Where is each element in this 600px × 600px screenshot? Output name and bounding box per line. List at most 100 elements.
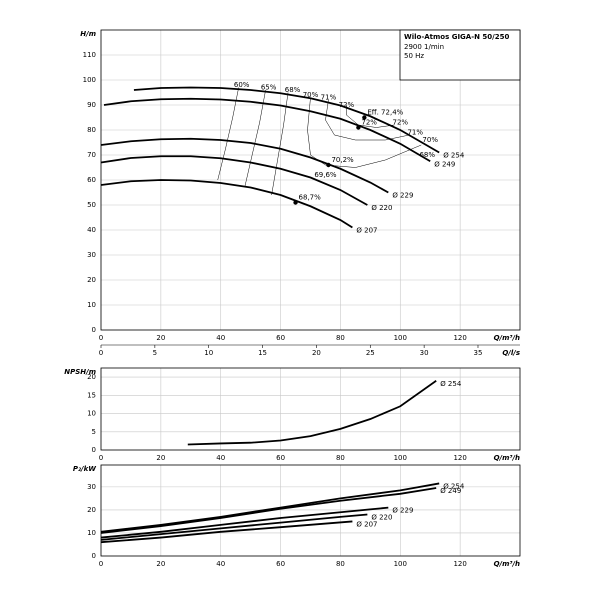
x-tick-label: 40 [216, 334, 225, 342]
efficiency-label: 70% [422, 136, 438, 144]
point-label: Eff. 72,4% [367, 109, 403, 117]
x-tick-label: 80 [336, 560, 345, 568]
y-tick-label: 100 [83, 76, 96, 84]
efficiency-line [244, 89, 266, 188]
efficiency-line [217, 87, 239, 181]
efficiency-label: 60% [234, 81, 250, 89]
curve [100, 506, 389, 539]
x-tick-label: 0 [99, 334, 103, 342]
x-tick-label: 20 [156, 560, 165, 568]
efficiency-label: 71% [407, 129, 423, 137]
y-tick-label: 60 [87, 176, 96, 184]
y-axis-title: P₂/kW [73, 465, 96, 473]
x-tick-label: 60 [276, 454, 285, 462]
operating-point [362, 115, 367, 120]
x-tick-label: 40 [216, 560, 225, 568]
x2-tick-label: 5 [153, 349, 157, 357]
curve-label: Ø 220 [371, 204, 392, 212]
curve-label: Ø 249 [440, 487, 461, 495]
curve [133, 86, 440, 154]
x2-tick-label: 35 [474, 349, 483, 357]
plot-frame [100, 29, 521, 331]
x2-tick-label: 15 [258, 349, 267, 357]
y-tick-label: 20 [87, 373, 96, 381]
curve-label: Ø 207 [356, 227, 377, 235]
y-tick-label: 10 [87, 301, 96, 309]
x-tick-label: 60 [276, 334, 285, 342]
efficiency-label: 68% [285, 86, 301, 94]
x-tick-label: 0 [99, 454, 103, 462]
curve-label: Ø 229 [392, 192, 413, 200]
curve-label: Ø 254 [440, 380, 462, 388]
y-tick-label: 30 [87, 483, 96, 491]
x-tick-label: 0 [99, 560, 103, 568]
y-tick-label: 15 [87, 391, 96, 399]
info-note: 50 Hz [404, 52, 424, 60]
x2-tick-label: 20 [312, 349, 321, 357]
curve-label: Ø 220 [371, 514, 392, 522]
operating-point [293, 200, 298, 205]
y-tick-label: 30 [87, 251, 96, 259]
efficiency-label: 72% [393, 119, 409, 127]
curve [100, 520, 353, 544]
y-tick-label: 80 [87, 126, 96, 134]
y-axis-title: NPSH/m [64, 368, 96, 376]
y-tick-label: 10 [87, 529, 96, 537]
curve-label: Ø 207 [356, 520, 377, 528]
x2-tick-label: 10 [204, 349, 213, 357]
efficiency-label: 72% [339, 101, 355, 109]
curve [100, 155, 368, 206]
x-tick-label: 80 [336, 454, 345, 462]
info-title: Wilo-Atmos GIGA-N 50/250 [404, 33, 509, 41]
curve [187, 380, 437, 446]
x-axis-title: Q/m³/h [494, 560, 520, 568]
y-tick-label: 0 [92, 326, 96, 334]
point-label: 72% [361, 119, 377, 127]
x-tick-label: 120 [453, 334, 466, 342]
x-tick-label: 20 [156, 334, 165, 342]
point-label: 68,7% [299, 194, 322, 202]
x-axis-title: Q/m³/h [494, 454, 520, 462]
y-tick-label: 50 [87, 201, 96, 209]
plot-frame [100, 367, 521, 451]
x-tick-label: 120 [453, 560, 466, 568]
curve-label: Ø 249 [434, 160, 455, 168]
y-axis-title: H/m [80, 30, 96, 38]
y-tick-label: 40 [87, 226, 96, 234]
y-tick-label: 70 [87, 151, 96, 159]
y-tick-label: 0 [92, 446, 96, 454]
y-tick-label: 110 [83, 51, 96, 59]
x2-tick-label: 0 [99, 349, 103, 357]
x-tick-label: 100 [394, 454, 407, 462]
point-label: 70,2% [331, 156, 354, 164]
efficiency-label: 68% [419, 151, 435, 159]
efficiency-label: 71% [321, 94, 337, 102]
curve-label: Ø 229 [392, 507, 413, 515]
x2-tick-label: 25 [366, 349, 375, 357]
y-tick-label: 20 [87, 276, 96, 284]
operating-point [326, 162, 331, 168]
y-tick-label: 5 [92, 428, 96, 436]
curve [100, 482, 440, 533]
curve-label: Ø 254 [443, 152, 465, 160]
plot-frame [100, 464, 521, 557]
x-tick-label: 60 [276, 560, 285, 568]
y-tick-label: 0 [92, 552, 96, 560]
curve [100, 487, 437, 534]
curve [103, 97, 431, 163]
curve [100, 179, 353, 229]
efficiency-line [271, 92, 289, 196]
curve [100, 137, 389, 194]
x-tick-label: 100 [394, 560, 407, 568]
info-box [399, 29, 521, 81]
curve-label: Ø 254 [443, 482, 465, 490]
y-tick-label: 20 [87, 506, 96, 514]
x2-axis-title: Q/l/s [502, 349, 520, 357]
x-axis-title: Q/m³/h [494, 334, 520, 342]
efficiency-label: 65% [261, 84, 277, 92]
y-tick-label: 10 [87, 410, 96, 418]
y-tick-label: 90 [87, 101, 96, 109]
x-tick-label: 100 [394, 334, 407, 342]
